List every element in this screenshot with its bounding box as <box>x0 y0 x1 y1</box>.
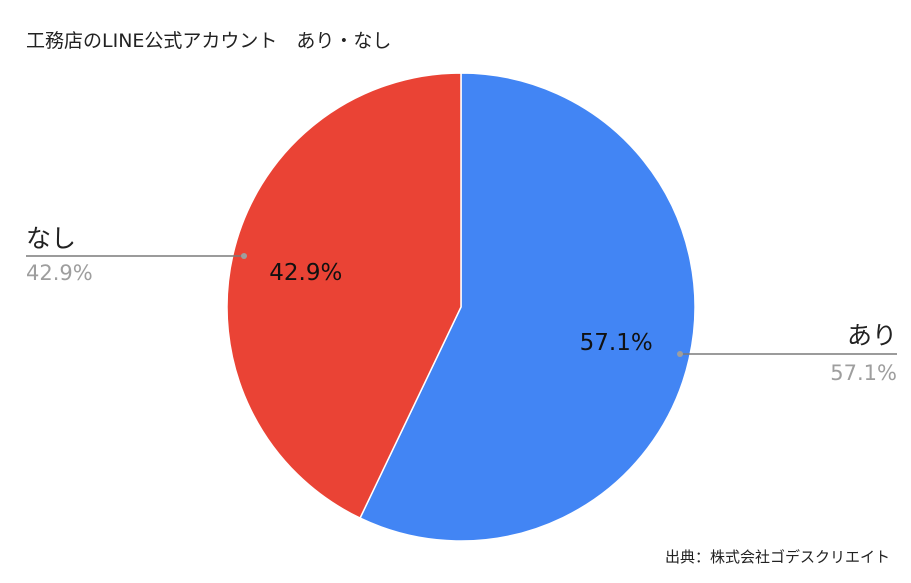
callout-ari: あり 57.1% <box>677 321 897 385</box>
slice-label-nashi: 42.9% <box>269 260 342 286</box>
slice-ari <box>359 72 696 542</box>
callout-percent-nashi: 42.9% <box>26 261 93 285</box>
callout-dot-nashi <box>241 253 247 259</box>
slice-label-ari: 57.1% <box>580 330 653 356</box>
pie-slices <box>226 72 696 542</box>
chart-title: 工務店のLINE公式アカウント あり・なし <box>26 30 391 52</box>
callout-percent-ari: 57.1% <box>830 361 897 385</box>
callout-dot-ari <box>677 351 683 357</box>
callout-name-ari: あり <box>847 321 897 350</box>
slice-percentage-labels: 57.1% 42.9% <box>269 260 652 356</box>
source-note: 出典：株式会社ゴデスクリエイト <box>665 548 890 566</box>
callout-nashi: なし 42.9% <box>26 224 247 285</box>
callout-name-nashi: なし <box>26 224 76 253</box>
slice-nashi <box>226 72 462 520</box>
